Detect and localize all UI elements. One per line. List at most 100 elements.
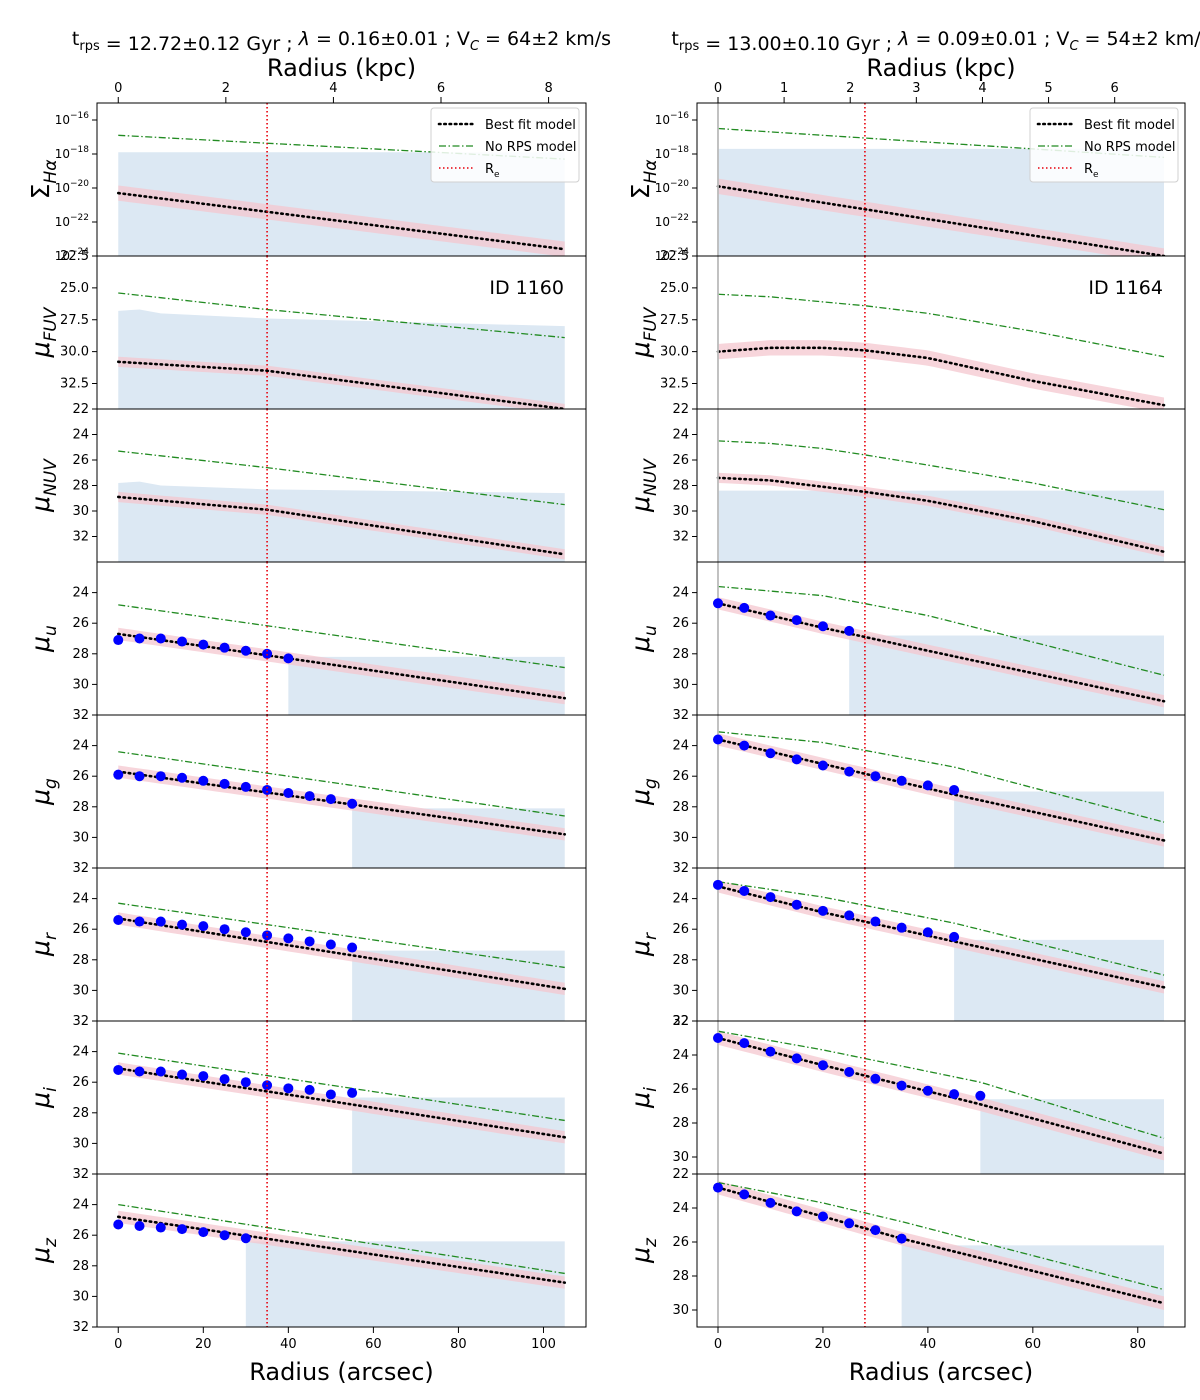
y-label-symbol: μ xyxy=(26,341,55,358)
panel-r: 24 26 28 30 32 μr xyxy=(26,867,587,1029)
galaxy-id-label: ID 1160 xyxy=(489,277,564,299)
y-tick-label: 25.0 xyxy=(660,281,689,296)
no-rps-model-line xyxy=(717,881,1165,976)
title-part: t xyxy=(671,28,678,50)
data-point xyxy=(198,921,209,932)
y-tick-label: 26 xyxy=(672,922,689,937)
data-point xyxy=(134,1066,145,1077)
y-tick-label: 28 xyxy=(72,1259,89,1274)
panel-z: 22 24 26 28 30 μz xyxy=(626,1167,1186,1328)
y-tick-label: 28 xyxy=(72,479,89,494)
legend-text: No RPS model xyxy=(1084,140,1176,155)
y-tick-base: 10 xyxy=(55,249,70,263)
data-point xyxy=(712,598,723,609)
y-tick-label: 32 xyxy=(72,1320,89,1335)
y-tick-label: 28 xyxy=(672,800,689,815)
y-tick-label: 28 xyxy=(72,800,89,815)
y-tick-label: 32 xyxy=(72,530,89,545)
data-point xyxy=(844,625,855,636)
top-tick-label: 0 xyxy=(114,81,122,96)
y-tick-label: 24 xyxy=(672,428,689,443)
legend-text: Best fit model xyxy=(485,118,576,133)
data-point xyxy=(219,1230,230,1241)
y-axis-label: ΣHα xyxy=(26,160,61,200)
data-point xyxy=(975,1090,986,1101)
top-tick-label: 8 xyxy=(544,81,552,96)
data-point xyxy=(304,936,315,947)
y-tick-label: 26 xyxy=(672,453,689,468)
y-tick-label: 28 xyxy=(72,1106,89,1121)
data-point xyxy=(262,648,273,659)
legend-sub: e xyxy=(494,170,500,180)
y-tick-label: 22 xyxy=(72,402,89,417)
y-tick-label: 32 xyxy=(672,861,689,876)
data-point xyxy=(155,1066,166,1077)
best-fit-model-line xyxy=(116,360,567,409)
panel-r: 24 26 28 30 32 μr xyxy=(626,867,1186,1029)
x-tick-label: 60 xyxy=(365,1337,382,1352)
y-tick-label: 28 xyxy=(672,647,689,662)
model-uncertainty-band xyxy=(118,765,565,841)
y-tick-label: 30 xyxy=(672,983,689,998)
data-point xyxy=(844,1067,855,1077)
y-tick-label: 24 xyxy=(72,428,89,443)
y-tick-exp: −18 xyxy=(670,145,689,155)
y-label-subscript: g xyxy=(41,778,61,789)
legend-label: Re xyxy=(1084,162,1099,180)
detection-limit-area xyxy=(245,1241,565,1327)
data-point xyxy=(198,775,209,786)
y-tick-label: 22 xyxy=(672,402,689,417)
data-point xyxy=(134,771,145,782)
panel-nuv: 22 24 26 28 30 32 μNUV xyxy=(626,402,1186,563)
y-label-subscript: z xyxy=(641,1237,661,1248)
y-tick-label: 30 xyxy=(672,677,689,692)
model-uncertainty-band xyxy=(118,627,565,705)
y-tick-exp: −16 xyxy=(70,111,89,121)
data-point xyxy=(949,1089,960,1100)
y-tick-label: 26 xyxy=(72,453,89,468)
data-point xyxy=(198,639,209,650)
y-axis-label: μg xyxy=(26,778,61,806)
y-tick-label: 30 xyxy=(672,1303,689,1318)
y-axis-label: μr xyxy=(26,932,61,957)
data-point xyxy=(791,1206,802,1217)
y-tick-label: 26 xyxy=(72,1228,89,1243)
best-fit-model-line xyxy=(116,1215,567,1284)
title-part: = 12.72±0.12 Gyr ; xyxy=(100,33,299,55)
data-point xyxy=(283,933,294,944)
data-point xyxy=(896,1233,907,1244)
data-point xyxy=(283,1083,294,1094)
legend: Best fit model No RPS model Re xyxy=(430,107,580,183)
y-tick-label: 24 xyxy=(672,892,689,907)
y-tick-label: 10−16 xyxy=(655,111,690,127)
y-tick-label: 26 xyxy=(72,616,89,631)
data-point xyxy=(791,1053,802,1064)
panel-u: 24 26 28 30 32 μu xyxy=(26,561,587,723)
y-tick-label: 24 xyxy=(72,1045,89,1060)
data-point xyxy=(844,910,855,921)
y-tick-label: 30 xyxy=(72,677,89,692)
y-tick-exp: −24 xyxy=(70,247,89,257)
y-tick-label: 24 xyxy=(72,1198,89,1213)
data-point xyxy=(325,794,336,805)
y-tick-exp: −16 xyxy=(670,111,689,121)
y-tick-label: 10−18 xyxy=(55,145,90,161)
y-tick-label: 10−24 xyxy=(655,247,690,263)
data-point xyxy=(922,1085,933,1096)
y-label-symbol: μ xyxy=(26,940,55,957)
data-point xyxy=(240,1233,251,1244)
data-point xyxy=(134,1221,145,1232)
y-label-subscript: Hα xyxy=(641,160,661,184)
data-point xyxy=(817,760,828,771)
y-tick-label: 10−22 xyxy=(55,213,89,229)
model-uncertainty-band xyxy=(118,1210,565,1289)
y-tick-label: 32 xyxy=(72,1014,89,1029)
top-tick-label: 0 xyxy=(714,81,722,96)
no-rps-model-line xyxy=(118,902,565,969)
y-tick-label: 22.5 xyxy=(60,249,89,264)
best-fit-model-line xyxy=(116,632,567,700)
y-label-symbol: μ xyxy=(26,636,55,653)
y-tick-label: 27.5 xyxy=(660,313,689,328)
top-tick-label: 6 xyxy=(1111,81,1119,96)
data-point xyxy=(870,1225,881,1236)
